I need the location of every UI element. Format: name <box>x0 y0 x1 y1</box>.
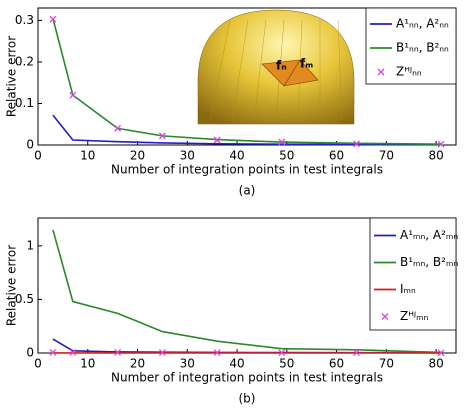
marker <box>114 349 122 356</box>
dome-facet <box>231 19 249 121</box>
y-tick-label: 0.3 <box>15 13 34 27</box>
series-line <box>52 18 442 145</box>
inset-image: fₙ fₘ <box>197 9 355 125</box>
legend-label: B¹ₘₙ, B²ₘₙ <box>400 255 458 269</box>
marker <box>49 15 57 23</box>
y-axis-label: Relative error <box>5 36 19 117</box>
x-tick-label: 30 <box>180 149 195 163</box>
marker <box>437 140 445 148</box>
x-tick-label: 70 <box>379 357 394 371</box>
legend-label: Iₘₙ <box>400 282 416 296</box>
marker <box>353 140 360 148</box>
marker <box>158 349 166 357</box>
caption: (b) <box>239 392 256 406</box>
marker <box>213 349 221 357</box>
dome-facet <box>253 19 267 121</box>
marker <box>278 138 286 146</box>
x-tick-label: 30 <box>180 357 195 371</box>
marker <box>437 349 445 357</box>
dome-facet <box>337 19 343 121</box>
caption: (a) <box>239 184 256 198</box>
y-tick-label: 1 <box>26 238 34 252</box>
x-tick-label: 20 <box>130 149 145 163</box>
marker <box>69 349 77 356</box>
y-axis-label: Relative error <box>5 245 19 326</box>
legend-label: A¹ₘₙ, A²ₘₙ <box>400 228 458 242</box>
legend-label: Zᴴᴶₙₙ <box>396 65 422 79</box>
legend-label: B¹ₙₙ, B²ₙₙ <box>396 41 449 55</box>
y-tick-label: 0 <box>26 138 34 152</box>
marker <box>114 124 122 132</box>
x-tick-label: 50 <box>279 149 294 163</box>
triangle-facets <box>261 59 319 87</box>
x-tick-label: 80 <box>428 357 443 371</box>
x-tick-label: 40 <box>229 357 244 371</box>
x-tick-label: 20 <box>130 357 145 371</box>
marker <box>49 349 57 356</box>
x-tick-label: 40 <box>229 149 244 163</box>
x-tick-label: 10 <box>80 149 95 163</box>
y-tick-label: 0.1 <box>15 96 34 110</box>
marker <box>278 349 286 357</box>
x-tick-label: 0 <box>34 357 42 371</box>
marker <box>69 91 77 99</box>
legend-label: A¹ₙₙ, A²ₙₙ <box>396 17 449 31</box>
series-line <box>52 229 442 354</box>
inset-label: fₘ <box>300 57 313 71</box>
legend-swatch <box>377 68 385 76</box>
y-tick-label: 0 <box>26 346 34 360</box>
legend-swatch <box>381 313 389 320</box>
x-tick-label: 10 <box>80 357 95 371</box>
y-tick-label: 0.5 <box>15 292 34 306</box>
y-tick-label: 0.2 <box>15 54 34 68</box>
legend-label: Zᴴᴶₘₙ <box>400 309 429 323</box>
x-axis-label: Number of integration points in test int… <box>111 371 383 385</box>
x-tick-label: 80 <box>428 149 443 163</box>
x-tick-label: 60 <box>329 357 344 371</box>
legend-box <box>369 217 457 331</box>
series-line <box>52 114 442 146</box>
marker <box>353 349 360 357</box>
marker <box>213 136 221 144</box>
x-tick-label: 70 <box>379 149 394 163</box>
inset-label: fₙ <box>276 59 287 73</box>
x-tick-label: 50 <box>279 357 294 371</box>
x-tick-label: 60 <box>329 149 344 163</box>
dome-facet <box>209 19 231 121</box>
x-axis-label: Number of integration points in test int… <box>111 163 383 177</box>
marker <box>158 132 166 140</box>
x-tick-label: 0 <box>34 149 42 163</box>
